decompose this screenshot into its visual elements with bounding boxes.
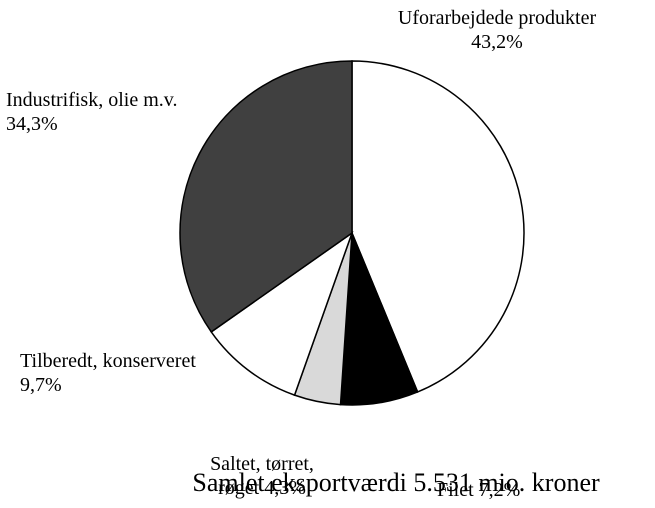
slice-label: Industrifisk, olie m.v. 34,3%	[6, 88, 218, 136]
value-label: 9,7%	[20, 374, 62, 396]
pie-slice	[351, 60, 525, 393]
category-label: Tilberedt, konserveret	[20, 350, 196, 372]
pie-slice	[210, 231, 354, 397]
category-label: Saltet, tørret, røget	[210, 453, 314, 499]
value-label: 4,3%	[264, 477, 306, 499]
category-label: Uforarbejdede produkter	[397, 7, 597, 29]
chart-title: Samlet eksportværdi 5.531 mio. kroner	[192, 468, 600, 497]
value-label: 7,2%	[478, 479, 521, 501]
slice-label: Filet 7,2%	[437, 478, 577, 502]
category-label: Industrifisk, olie m.v.	[6, 89, 178, 111]
pie-slice	[179, 60, 353, 333]
value-label: 34,3%	[6, 113, 58, 135]
slice-label: Tilberedt, konserveret 9,7%	[20, 349, 238, 397]
slice-label: Saltet, tørret, røget 4,3%	[192, 452, 332, 500]
slice-label: Uforarbejdede produkter 43,2%	[372, 6, 622, 54]
category-label: Filet	[437, 479, 474, 501]
value-label: 43,2%	[471, 31, 523, 53]
